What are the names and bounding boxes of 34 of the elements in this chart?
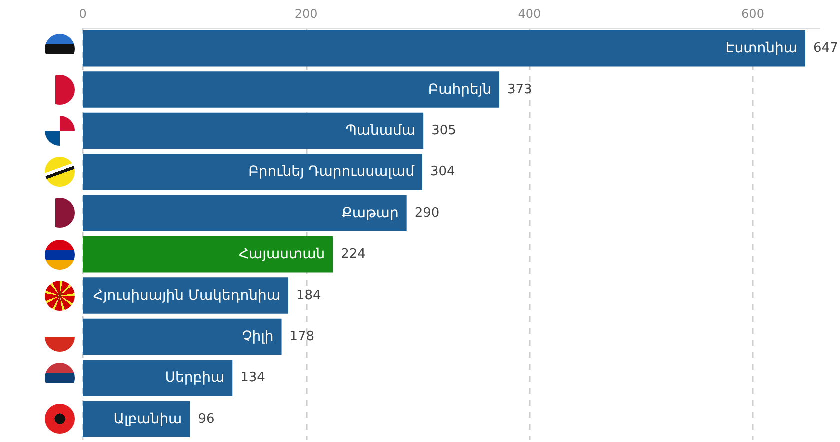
bar bbox=[83, 30, 806, 67]
data-label: 96 bbox=[198, 412, 215, 427]
data-label: 304 bbox=[430, 164, 456, 180]
y-tick-label: Էստոնիա bbox=[726, 40, 798, 57]
data-label: 184 bbox=[296, 288, 322, 304]
bar bbox=[83, 278, 288, 314]
x-tick-label: 200 bbox=[294, 7, 318, 21]
bar bbox=[83, 360, 233, 396]
data-label: 224 bbox=[341, 247, 366, 262]
bar bbox=[83, 318, 282, 356]
x-tick-label: 600 bbox=[742, 7, 764, 21]
y-tick-label: Բրունեյ Դարուսսալամ bbox=[248, 164, 416, 180]
y-tick-label: Բահրեյն bbox=[428, 82, 492, 98]
y-tick-label: Չիլի bbox=[242, 329, 274, 345]
bar bbox=[83, 154, 422, 190]
data-label: 134 bbox=[240, 370, 266, 386]
bar bbox=[83, 236, 334, 273]
y-tick-label: Քաթար bbox=[342, 205, 399, 222]
data-label: 290 bbox=[414, 206, 440, 221]
data-label: 647 bbox=[813, 41, 838, 56]
bar bbox=[83, 401, 190, 438]
x-tick-label: 0 bbox=[79, 7, 87, 21]
data-label: 305 bbox=[432, 124, 456, 138]
y-tick-label: Պանամա bbox=[346, 123, 416, 139]
y-tick-label: Սերբիա bbox=[165, 370, 225, 386]
bar bbox=[83, 112, 424, 150]
data-label: 373 bbox=[508, 82, 532, 98]
bar bbox=[83, 195, 407, 232]
bar bbox=[83, 72, 500, 108]
data-label: 178 bbox=[290, 330, 315, 344]
y-tick-label: Հյուսիսային Մակեդոնիա bbox=[93, 288, 280, 304]
y-tick-label: Հայաստան bbox=[239, 246, 326, 263]
y-tick-label: Ալբանիա bbox=[114, 411, 182, 428]
x-tick-label: 400 bbox=[518, 7, 542, 21]
